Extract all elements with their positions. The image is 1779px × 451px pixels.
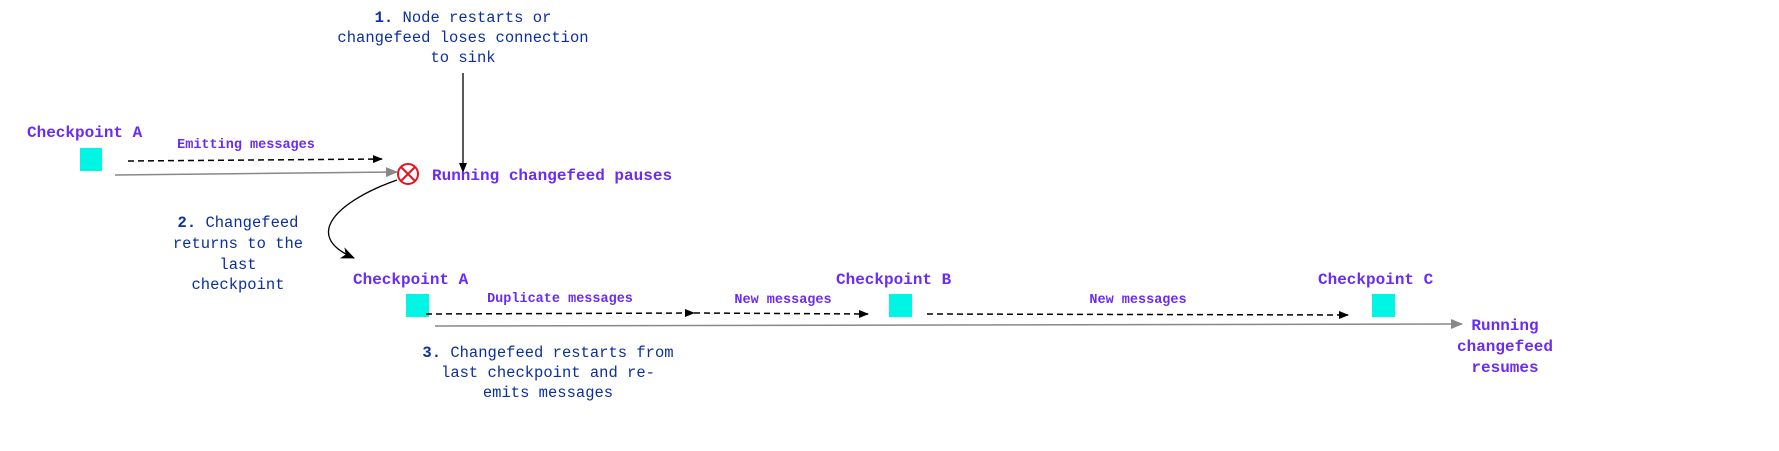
step-3-annotation: 3. Changefeed restarts from last checkpo… — [422, 344, 673, 402]
checkpoint-c-marker — [1372, 294, 1395, 317]
step-number: 3. — [422, 344, 441, 362]
step-number: 1. — [375, 9, 394, 27]
emitting-messages-label: Emitting messages — [177, 138, 315, 153]
svg-text:Running: Running — [1471, 317, 1538, 335]
step-text-line: checkpoint — [191, 276, 284, 294]
emitting-messages-arrow — [127, 155, 383, 164]
new-messages-arrow-2 — [926, 310, 1349, 319]
step-text-line: Changefeed — [205, 214, 298, 232]
step-text-line: changefeed loses connection — [337, 29, 588, 47]
svg-text:2. Changefeed: 2. Changefeed — [178, 214, 299, 232]
checkpoint-a-label-top: Checkpoint A — [27, 124, 143, 142]
checkpoint-c-label: Checkpoint C — [1318, 271, 1434, 289]
svg-text:resumes: resumes — [1471, 359, 1538, 377]
new-messages-label-2: New messages — [1089, 293, 1186, 308]
resume-label: Running changefeed resumes — [1457, 317, 1553, 377]
duplicate-messages-label: Duplicate messages — [487, 292, 633, 307]
step-text-line: Changefeed restarts from — [450, 344, 673, 362]
top-timeline-arrow — [114, 167, 398, 178]
new-messages-label-1: New messages — [734, 293, 831, 308]
checkpoint-a-marker-bottom — [406, 294, 429, 317]
step-1-annotation: 1. Node restarts or changefeed loses con… — [337, 9, 588, 67]
svg-text:3. Changefeed restarts from: 3. Changefeed restarts from — [422, 344, 673, 362]
step-text-line: to sink — [430, 49, 495, 67]
bottom-timeline-arrow — [434, 319, 1463, 330]
step-number: 2. — [178, 214, 197, 232]
checkpoint-a-marker-top — [80, 148, 102, 171]
checkpoint-b-marker — [889, 294, 912, 317]
step-text-line: emits messages — [483, 384, 613, 402]
step-text-line: Node restarts or — [403, 9, 552, 27]
step-text-line: returns to the — [173, 235, 303, 253]
step-text-line: last — [219, 256, 256, 274]
duplicate-messages-arrow — [425, 309, 695, 318]
checkpoint-a-label-bottom: Checkpoint A — [353, 271, 469, 289]
checkpoint-b-label: Checkpoint B — [836, 271, 952, 289]
svg-text:changefeed: changefeed — [1457, 338, 1553, 356]
pause-label: Running changefeed pauses — [432, 167, 672, 185]
step-text-line: last checkpoint and re- — [441, 364, 655, 382]
return-arrow — [327, 179, 398, 259]
x-circle-icon — [397, 163, 419, 185]
new-messages-arrow-1 — [693, 309, 869, 318]
step-2-annotation: 2. Changefeed returns to the last checkp… — [173, 214, 303, 294]
svg-text:1. Node restarts or: 1. Node restarts or — [375, 9, 552, 27]
